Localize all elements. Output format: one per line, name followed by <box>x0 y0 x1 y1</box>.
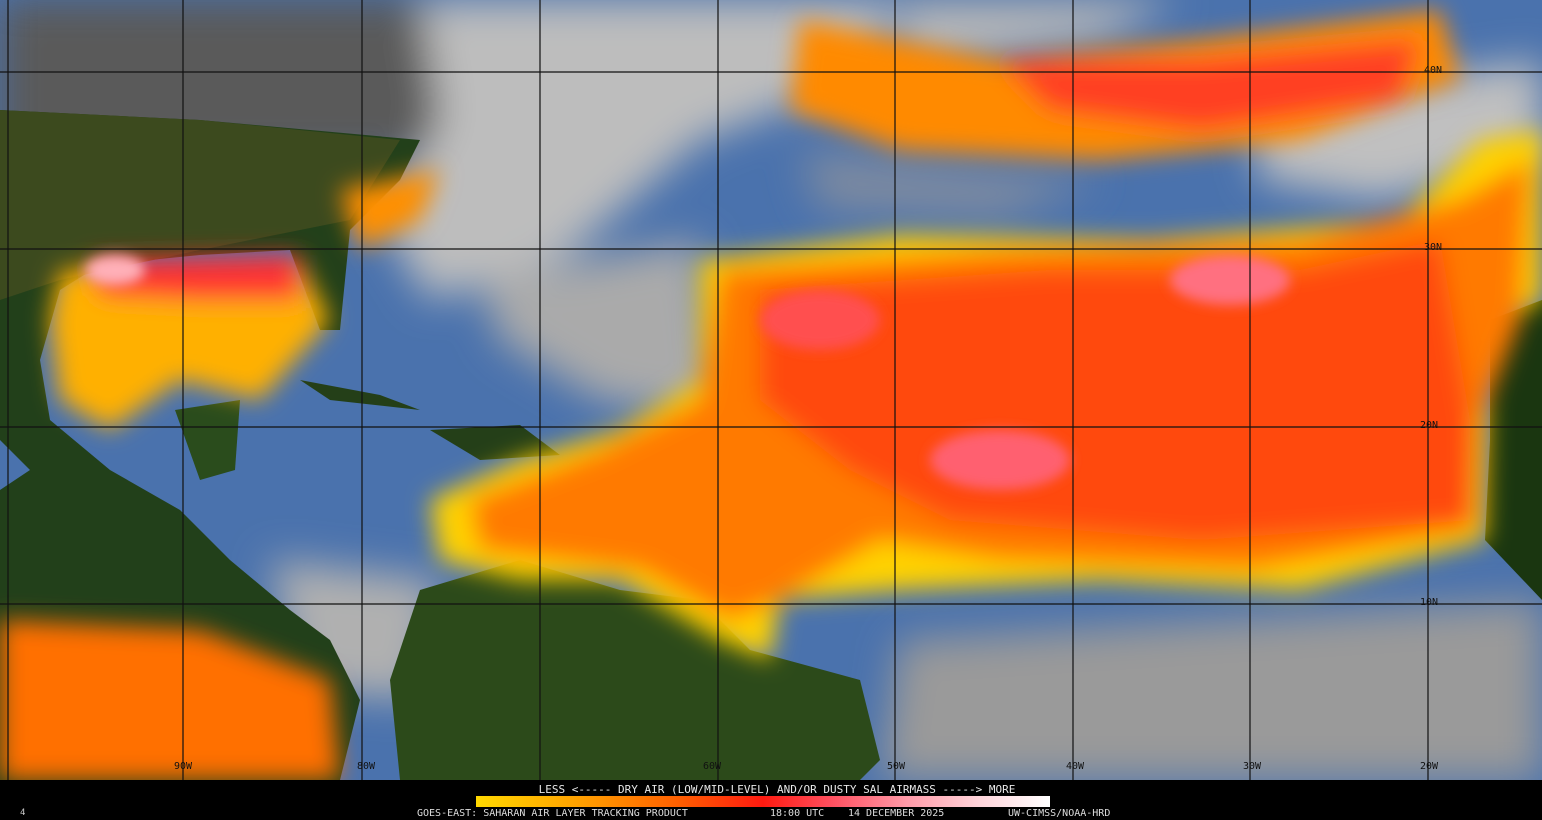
longitude-label: 40W <box>1066 761 1085 772</box>
frame-number: 4 <box>20 808 26 818</box>
product-credit: UW-CIMSS/NOAA-HRD <box>1008 808 1111 819</box>
sal-peak-areas <box>85 255 1290 490</box>
longitude-label: 60W <box>703 761 722 772</box>
product-date: 14 DECEMBER 2025 <box>848 808 945 819</box>
color-scale-bar <box>476 796 1050 807</box>
longitude-label: 50W <box>887 761 906 772</box>
legend-footer: LESS <----- DRY AIR (LOW/MID-LEVEL) AND/… <box>0 780 1542 820</box>
latitude-label: 10N <box>1420 597 1439 608</box>
lat-lon-grid <box>0 0 1542 780</box>
land <box>0 110 1542 780</box>
latitude-label: 30N <box>1424 242 1443 253</box>
satellite-map <box>0 0 1542 780</box>
latitude-label: 20N <box>1420 420 1439 431</box>
latitude-label: 40N <box>1424 65 1443 76</box>
longitude-label: 80W <box>357 761 376 772</box>
longitude-label: 20W <box>1420 761 1439 772</box>
longitude-label: 90W <box>174 761 193 772</box>
product-info-bar: GOES-EAST: SAHARAN AIR LAYER TRACKING PR… <box>0 808 1542 820</box>
legend-title: LESS <----- DRY AIR (LOW/MID-LEVEL) AND/… <box>538 783 1016 796</box>
product-name: GOES-EAST: SAHARAN AIR LAYER TRACKING PR… <box>417 808 688 819</box>
product-time: 18:00 UTC <box>770 808 825 819</box>
longitude-label: 30W <box>1243 761 1262 772</box>
